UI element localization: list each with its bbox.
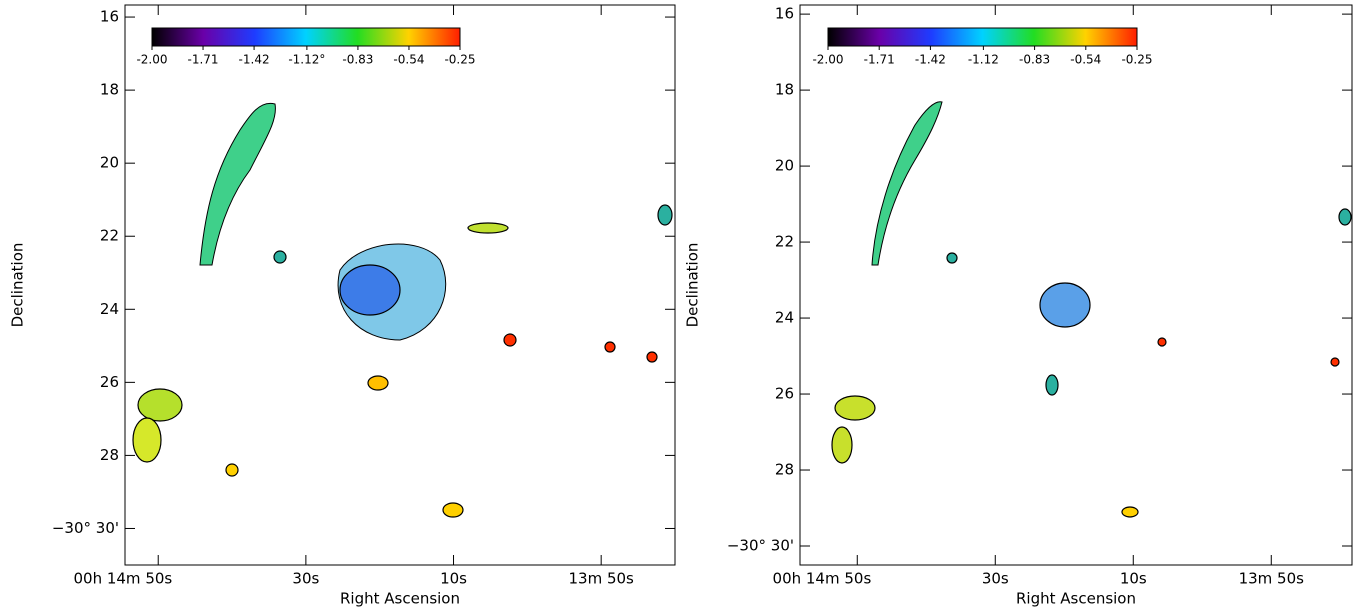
source (132, 417, 162, 463)
source (604, 341, 616, 353)
source (503, 333, 517, 347)
x-tick-label: 10s (440, 570, 467, 588)
x-tick-label: 13m 50s (1239, 570, 1305, 588)
source (834, 395, 876, 421)
x-tick-label: 30s (292, 570, 319, 588)
colorbar-tick-label: -2.00 (136, 53, 167, 67)
colorbar: -2.00 -1.71 -1.42 -1.12 -0.83 -0.54 -0.25 (812, 27, 1153, 67)
y-tick-label: 26 (100, 373, 119, 391)
colorbar-tick-label: -1.71 (188, 53, 219, 67)
colorbar-tick-label: -1.12 (968, 53, 999, 67)
source (946, 252, 958, 264)
y-tick-label: −30° 30' (52, 519, 119, 537)
y-tick-label: 18 (775, 81, 794, 99)
colorbar-tick-label: -2.00 (812, 53, 843, 67)
source (1157, 337, 1167, 347)
y-tick-label: 16 (775, 5, 794, 23)
colorbar-tick-label: -1.42 (915, 53, 946, 67)
halo-core (339, 264, 401, 316)
colorbar-tick-label: -0.54 (1070, 53, 1101, 67)
source (367, 375, 389, 391)
y-tick-label: 28 (775, 461, 794, 479)
colorbar-tick-label: -0.83 (342, 53, 373, 67)
source (1121, 506, 1139, 518)
colorbar-scale (827, 27, 1138, 47)
y-axis-label: Declination (684, 243, 702, 328)
source (657, 204, 673, 226)
colorbar-tick-label: -0.54 (393, 53, 424, 67)
x-axis-label: Right Ascension (340, 590, 460, 608)
y-tick-label: 16 (100, 8, 119, 26)
colorbar: -2.00 -1.71 -1.42 -1.12° -0.83 -0.54 -0.25 (136, 27, 476, 67)
radio-sources-left (132, 102, 673, 518)
x-tick-label: 30s (982, 570, 1009, 588)
x-axis-label: Right Ascension (1016, 590, 1136, 608)
radio-sources-right (831, 101, 1352, 518)
x-tick-label: 13m 50s (568, 570, 634, 588)
x-tick-label: 10s (1120, 570, 1147, 588)
source (442, 502, 464, 518)
y-tick-label: 18 (100, 81, 119, 99)
colorbar-tick-label: -0.83 (1019, 53, 1050, 67)
y-tick-label: 28 (100, 446, 119, 464)
colorbar-tick-label: -1.12° (288, 53, 325, 67)
source (137, 388, 183, 422)
colorbar-scale (151, 27, 461, 47)
x-tick-label: 00h 14m 50s (773, 570, 872, 588)
y-tick-label: −30° 30' (727, 537, 794, 555)
y-tick-label: 20 (775, 157, 794, 175)
radio-halo (1039, 282, 1091, 328)
radio-relic (871, 101, 943, 266)
radio-relic (199, 102, 276, 266)
source (467, 222, 509, 234)
source (831, 426, 853, 464)
panel: 16 18 20 22 24 26 28 −30° 30' 00h 14m 50s 30s 10s 1… (9, 4, 676, 608)
y-tick-label: 26 (775, 385, 794, 403)
colorbar-tick-label: -1.42 (239, 53, 270, 67)
colorbar-tick-label: -0.25 (1121, 53, 1152, 67)
source (1330, 357, 1340, 367)
y-tick-label: 24 (100, 300, 119, 318)
y-tick-label: 20 (100, 154, 119, 172)
plot-frame (124, 4, 676, 566)
source (273, 250, 287, 264)
panel: 16 18 20 22 24 26 28 −30° 30' 00h 14m 50s 30s 10s 1… (684, 4, 1353, 608)
source (225, 463, 239, 477)
y-axis-label: Declination (9, 243, 27, 328)
colorbar-tick-label: -1.71 (864, 53, 895, 67)
x-tick-label: 00h 14m 50s (73, 570, 172, 588)
y-tick-label: 22 (100, 227, 119, 245)
colorbar-tick-label: -0.25 (444, 53, 475, 67)
y-tick-label: 24 (775, 309, 794, 327)
source (1045, 374, 1059, 396)
plot-frame (799, 4, 1353, 566)
source (646, 351, 658, 363)
source (1338, 208, 1352, 226)
y-tick-label: 22 (775, 233, 794, 251)
